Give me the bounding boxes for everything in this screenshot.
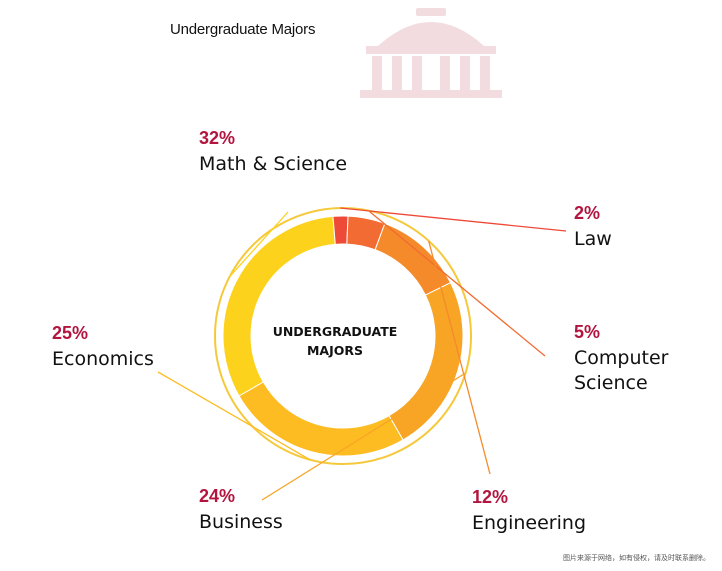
slice-percent-3: 12% bbox=[472, 487, 508, 507]
leader-line-2 bbox=[367, 210, 546, 357]
leader-line-0 bbox=[229, 211, 289, 278]
donut-slice-5 bbox=[238, 381, 404, 457]
slice-percent-0: 32% bbox=[199, 128, 235, 148]
slice-percent-2: 5% bbox=[574, 322, 600, 342]
leader-line-5 bbox=[157, 371, 311, 461]
slice-label-4-0: Business bbox=[199, 511, 283, 533]
donut-slice-3 bbox=[374, 222, 452, 296]
building-watermark-icon bbox=[360, 8, 502, 98]
leader-line-4 bbox=[261, 372, 466, 501]
donut-slice-4 bbox=[388, 281, 464, 441]
slice-label-1-0: Law bbox=[574, 228, 612, 250]
slice-label-2-0: Computer bbox=[574, 347, 669, 369]
center-label-0: UNDERGRADUATE bbox=[273, 324, 398, 339]
page-title: Undergraduate Majors bbox=[170, 21, 316, 38]
center-label-1: MAJORS bbox=[307, 343, 363, 358]
source-note: 图片来源于网络，如有侵权，请及时联系删除。 bbox=[563, 554, 710, 562]
leader-line-1 bbox=[340, 207, 567, 232]
slice-label-0-0: Math & Science bbox=[199, 153, 347, 175]
slice-percent-1: 2% bbox=[574, 203, 600, 223]
donut-slice-1 bbox=[332, 215, 349, 245]
donut-slice-0 bbox=[222, 215, 336, 397]
slice-label-5-0: Economics bbox=[52, 348, 154, 370]
slice-percent-4: 24% bbox=[199, 486, 235, 506]
slice-percent-5: 25% bbox=[52, 323, 88, 343]
slice-label-2-1: Science bbox=[574, 372, 648, 394]
slice-label-3-0: Engineering bbox=[472, 512, 586, 534]
leader-line-3 bbox=[428, 240, 491, 475]
